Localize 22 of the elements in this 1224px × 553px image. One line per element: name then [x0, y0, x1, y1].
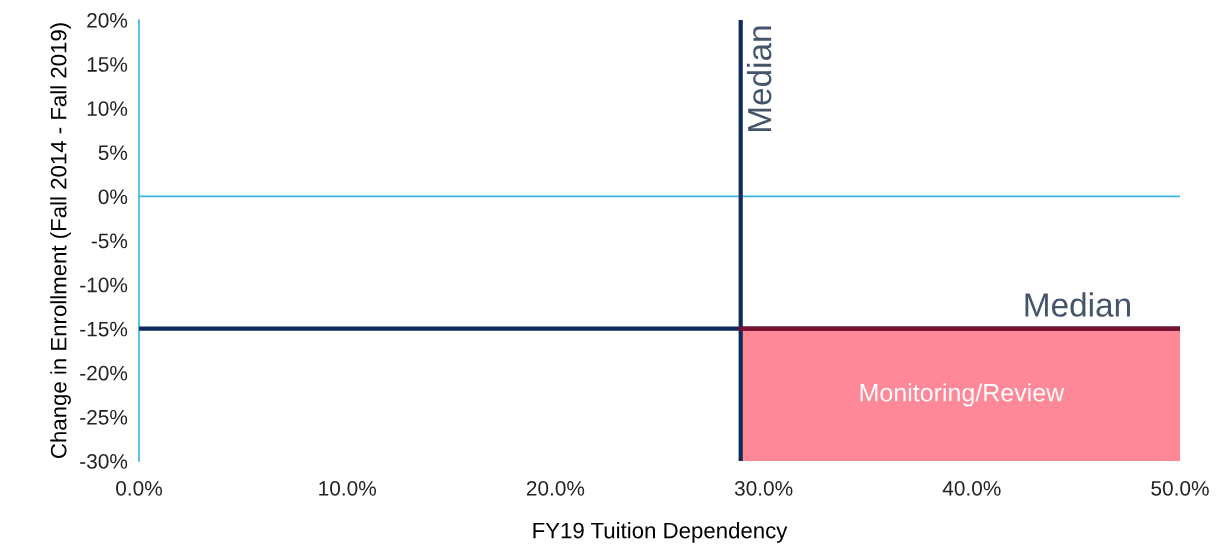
annotation: Monitoring/Review [860, 383, 1065, 407]
y-tick-label: -5% [91, 233, 128, 249]
y-axis-title: Change in Enrollment (Fall 2014 - Fall 2019) [50, 23, 71, 458]
y-tick-label: -10% [80, 277, 128, 293]
y-tick-label: 5% [98, 145, 128, 161]
ref-line-label: Median [746, 26, 772, 131]
y-tick-label: 20% [87, 13, 128, 28]
ref-line-label: Median [1025, 292, 1130, 317]
y-tick-label: -15% [80, 321, 128, 337]
y-tick-label: -20% [80, 365, 128, 381]
x-tick-label: 30.0% [734, 480, 793, 496]
x-tick-label: 40.0% [942, 480, 1001, 496]
x-tick-label: 10.0% [319, 480, 376, 496]
x-tick-label: 20.0% [526, 480, 585, 496]
y-tick-label: 15% [87, 57, 128, 72]
x-tick-label: 50.0% [1151, 480, 1209, 496]
y-tick-label: 0% [98, 189, 128, 205]
y-tick-label: -25% [80, 409, 128, 425]
y-tick-label: 10% [87, 101, 128, 116]
x-axis-title: FY19 Tuition Dependency [533, 522, 788, 543]
y-tick-label: -30% [80, 454, 128, 469]
x-tick-label: 0.0% [116, 480, 162, 496]
